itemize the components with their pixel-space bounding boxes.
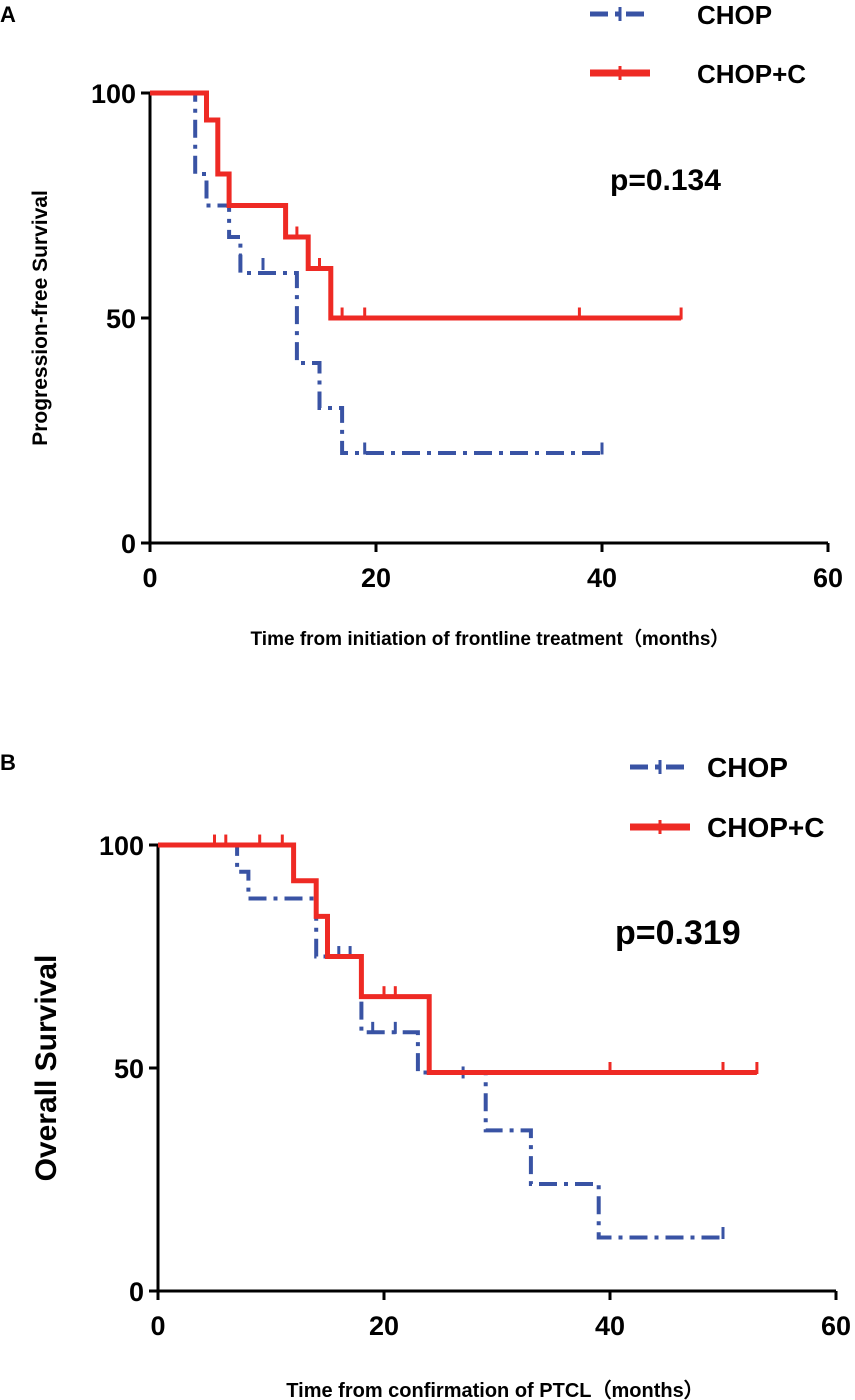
- panel-a-p-value: p=0.134: [610, 164, 721, 197]
- legend-label: CHOP: [707, 752, 788, 783]
- x-tick-label: 60: [821, 1311, 851, 1341]
- panel-a-y-axis-title: Progression-free Survival: [29, 190, 52, 446]
- panel-b-axes: 0 20 40 60 0 50 100: [99, 831, 851, 1341]
- x-tick-label: 0: [142, 563, 157, 593]
- y-tick-label: 50: [106, 304, 136, 334]
- y-tick-label: 0: [121, 529, 136, 559]
- panel-a-x-axis-title: Time from initiation of frontline treatm…: [251, 627, 730, 650]
- panel-b: B 0 20 40 60 0 50 100 CHOP CHOP+C p=0.319 Time …: [0, 750, 851, 1400]
- panel-b-curves: [158, 834, 759, 1240]
- km-curve-chop-c: [150, 90, 682, 321]
- y-tick-label: 50: [114, 1054, 144, 1084]
- km-curve-chop: [158, 843, 723, 1240]
- km-curve-chop: [150, 91, 602, 455]
- panel-b-y-axis-title: Overall Survival: [30, 955, 63, 1182]
- panel-a: A 0 20 40 60 0 50 100 CHOP CHOP+C p=0.134 Time …: [0, 0, 843, 650]
- x-tick-label: 40: [595, 1311, 625, 1341]
- x-tick-label: 20: [369, 1311, 399, 1341]
- panel-b-x-axis-title: Time from confirmation of PTCL（months）: [286, 1379, 703, 1400]
- legend-label: CHOP: [697, 0, 772, 30]
- panel-a-axes: 0 20 40 60 0 50 100: [91, 79, 843, 593]
- panel-b-legend: CHOP CHOP+C: [630, 752, 824, 843]
- x-tick-label: 0: [150, 1311, 165, 1341]
- panel-b-label: B: [0, 750, 16, 775]
- km-curve-chop-c: [158, 842, 757, 1075]
- x-tick-label: 20: [361, 563, 391, 593]
- panel-b-p-value: p=0.319: [615, 914, 741, 952]
- panel-a-label: A: [0, 2, 16, 27]
- y-tick-label: 0: [129, 1277, 144, 1307]
- x-tick-label: 60: [813, 563, 843, 593]
- panel-a-legend: CHOP CHOP+C: [590, 0, 806, 89]
- panel-a-curves: [150, 90, 683, 455]
- legend-label: CHOP+C: [697, 59, 806, 89]
- x-tick-label: 40: [587, 563, 617, 593]
- legend-label: CHOP+C: [707, 812, 824, 843]
- y-tick-label: 100: [91, 79, 136, 109]
- y-tick-label: 100: [99, 831, 144, 861]
